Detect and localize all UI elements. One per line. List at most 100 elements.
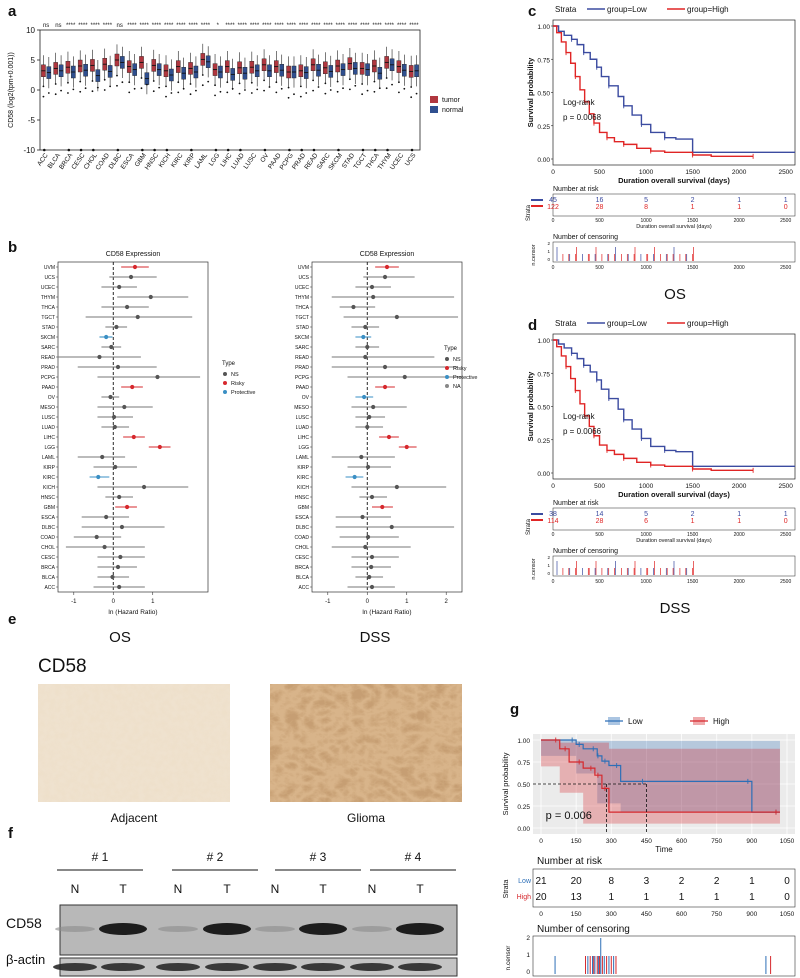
category-label: KICH <box>158 152 173 169</box>
y-tick-label: 0 <box>31 86 36 95</box>
km-dss-risk-low-value: 2 <box>691 511 695 518</box>
g-risk-high-value: 1 <box>679 892 685 903</box>
blot-cd58-band <box>203 923 251 935</box>
forest-dss-row-label: THCA <box>295 305 309 311</box>
forest-dss-row-label: SKCM <box>295 335 309 341</box>
forest-dss-hr-point <box>394 484 399 490</box>
outlier-point <box>128 91 131 94</box>
km-dss-risk-x-tick: 2000 <box>734 532 745 538</box>
outlier-point <box>140 77 143 79</box>
km-dss-pvalue: p = 0.0066 <box>563 427 602 436</box>
low-outlier <box>92 148 95 152</box>
km-dss-risk-x-tick: 1500 <box>687 532 698 538</box>
km-os-censor-x-tick: 1000 <box>641 265 652 271</box>
outlier-point <box>165 85 167 88</box>
blot-lane-label: N <box>71 882 80 896</box>
outlier-point <box>109 85 112 88</box>
km-dss-risk-low-value: 1 <box>784 511 788 518</box>
km-dss-logrank-label: Log-rank <box>563 412 596 421</box>
km-dss-risk-low-value: 1 <box>737 511 741 518</box>
forest-dss-row-label: KIRP <box>297 465 309 471</box>
low-outlier <box>312 148 316 152</box>
km-os-censor-x-tick: 2500 <box>780 265 791 271</box>
g-pvalue: p = 0.006 <box>546 810 592 822</box>
significance-label: **** <box>274 23 284 29</box>
significance-label: **** <box>103 23 113 29</box>
forest-os-hr-point <box>108 394 113 400</box>
forest-os-hr-point <box>117 584 122 590</box>
forest-dss-hr-point <box>365 464 371 470</box>
significance-label: **** <box>164 23 174 29</box>
significance-label: **** <box>385 23 395 29</box>
km-dss-risk-high-value: 1 <box>737 518 741 525</box>
km-os-risk-swatch-low <box>531 199 543 201</box>
outlier-point <box>305 92 308 94</box>
forest-dss-row-label: LIHC <box>298 435 310 441</box>
forest-os-hr-point <box>113 464 118 470</box>
blot-group-label: # 3 <box>310 850 327 864</box>
outlier-point <box>342 87 344 90</box>
outlier-point <box>378 87 381 90</box>
y-axis-label: CD58 (log2(tpm+0.001)) <box>8 52 15 128</box>
g-risk-high-value: 1 <box>609 892 615 903</box>
outlier-point <box>158 86 161 89</box>
outlier-point <box>226 81 229 84</box>
forest-os-hr-point <box>141 484 147 490</box>
outlier-point <box>201 84 204 87</box>
g-risk-high-value: 1 <box>644 892 650 903</box>
km-os-risk-strata: Strata <box>526 204 532 221</box>
g-risk-title: Number at risk <box>537 856 603 867</box>
g-curve-low <box>541 739 780 813</box>
km-dss-censor-frame <box>552 555 796 577</box>
g-risk-low-value: 21 <box>535 876 547 887</box>
forest-os-x-tick-label: 0 <box>112 599 116 605</box>
forest-os-legend-label: Protective <box>231 390 255 396</box>
forest-dss-row-label: CESC <box>295 555 309 561</box>
forest-dss-x-tick-label: 0 <box>366 599 370 605</box>
forest-dss-hr-point <box>402 374 407 380</box>
km-os-caption: OS <box>664 286 686 303</box>
forest-dss-hr-point <box>363 544 368 550</box>
forest-os-row-label: COAD <box>41 535 56 541</box>
outlier-point <box>91 90 94 93</box>
km-os-censor-ytick: 2 <box>547 241 550 246</box>
y-tick-label: -5 <box>28 116 36 125</box>
km-dss-censor-x-tick: 0 <box>552 579 555 585</box>
km-os-x-tick-label: 1000 <box>639 169 654 176</box>
forest-dss-row-label: SARC <box>295 345 309 351</box>
km-os-y-tick-label: 0.50 <box>537 91 550 98</box>
forest-dss-hr-point <box>363 354 368 360</box>
forest-os-hr-point <box>122 404 127 410</box>
low-outlier <box>288 148 291 152</box>
km-dss-risk-low-value: 38 <box>549 511 557 518</box>
blot-lane-label: T <box>223 882 231 896</box>
blot-lane-label: T <box>319 882 327 896</box>
outlier-point <box>67 81 69 84</box>
forest-dss-row-label: READ <box>295 355 309 361</box>
forest-os-row-label: LIHC <box>44 435 56 441</box>
km-os-pvalue: p = 0.0068 <box>563 113 602 122</box>
forest-os-hr-point <box>117 494 122 500</box>
category-label: COAD <box>95 152 112 172</box>
g-risk-low-value: 3 <box>644 876 650 887</box>
forest-os-hr-point <box>157 444 162 450</box>
forest-os-legend-dot <box>223 381 227 385</box>
category-label: KIRC <box>170 152 185 169</box>
forest-os-row-label: CHOL <box>41 545 55 551</box>
forest-dss-legend-label: Protective <box>453 375 477 381</box>
g-risk-high-value: 0 <box>784 892 790 903</box>
g-x-tick-label: 150 <box>571 838 582 845</box>
low-outlier <box>153 148 156 152</box>
km-os-risk-low-value: 2 <box>691 197 695 204</box>
panel-label-e: e <box>8 611 16 628</box>
forest-os-hr-point <box>109 344 114 350</box>
legend-label-tumor: tumor <box>442 97 461 104</box>
g-risk-x-tick: 600 <box>676 911 687 918</box>
forest-os-row-label: SARC <box>41 345 55 351</box>
forest-os-hr-point <box>115 564 121 570</box>
forest-os-legend-label: Risky <box>231 381 245 387</box>
g-risk-low-value: 0 <box>784 876 790 887</box>
outlier-point <box>312 89 315 92</box>
outlier-point <box>263 89 265 92</box>
km-dss-censor-x-tick: 2500 <box>780 579 791 585</box>
